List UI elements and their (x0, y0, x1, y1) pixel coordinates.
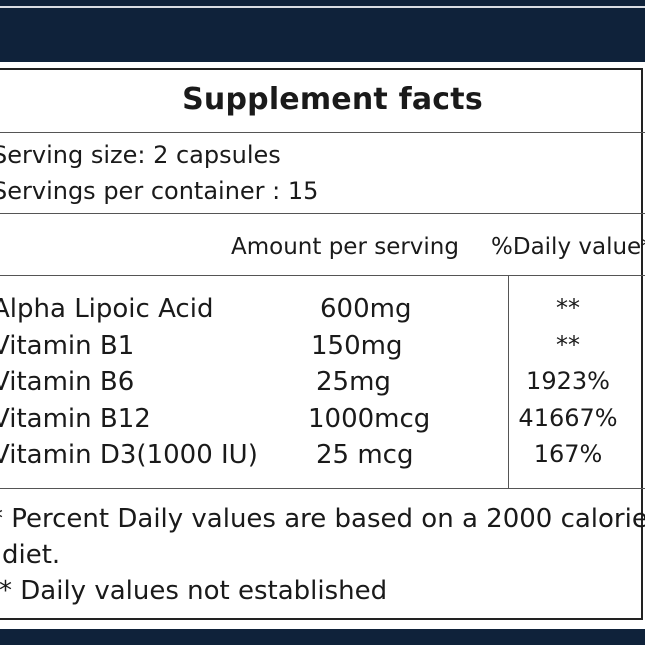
nutrient-daily-value: 1923% (526, 367, 610, 395)
nutrient-name: Vitamin D3(1000 IU) (0, 440, 258, 470)
nutrient-name: Vitamin B1 (0, 331, 135, 361)
top-banner-stripe (0, 6, 645, 8)
panel-title: Supplement facts (182, 82, 483, 117)
nutrient-daily-value: 167% (533, 440, 603, 468)
nutrient-amount: 25 mcg (316, 440, 414, 470)
supplement-facts-panel (0, 68, 643, 620)
column-header-daily-value: %Daily value* (491, 234, 645, 260)
footnote-percent-daily: * Percent Daily values are based on a 20… (0, 504, 645, 534)
serving-size: Serving size: 2 capsules (0, 141, 281, 169)
nutrient-name: Vitamin B12 (0, 404, 151, 434)
daily-value-column-rule (508, 276, 509, 488)
divider-after-serving (0, 213, 645, 214)
nutrient-amount: 600mg (320, 294, 412, 324)
nutrient-amount: 1000mcg (308, 404, 431, 434)
nutrient-daily-value: ** (556, 294, 580, 322)
nutrient-name: Vitamin B6 (0, 367, 135, 397)
divider-after-title (0, 132, 645, 133)
divider-after-headers (0, 275, 645, 276)
nutrient-daily-value: ** (556, 331, 580, 359)
footnote-not-established: ** Daily values not established (0, 576, 388, 606)
top-banner (0, 0, 645, 62)
bottom-banner (0, 629, 645, 645)
nutrient-daily-value: 41667% (518, 404, 618, 432)
nutrient-amount: 150mg (311, 331, 403, 361)
nutrient-amount: 25mg (316, 367, 391, 397)
servings-per-container: Servings per container : 15 (0, 177, 319, 205)
nutrient-name: Alpha Lipoic Acid (0, 294, 214, 324)
footnote-diet: diet. (2, 540, 61, 570)
column-header-amount: Amount per serving (231, 234, 459, 260)
divider-before-footnotes (0, 488, 645, 489)
